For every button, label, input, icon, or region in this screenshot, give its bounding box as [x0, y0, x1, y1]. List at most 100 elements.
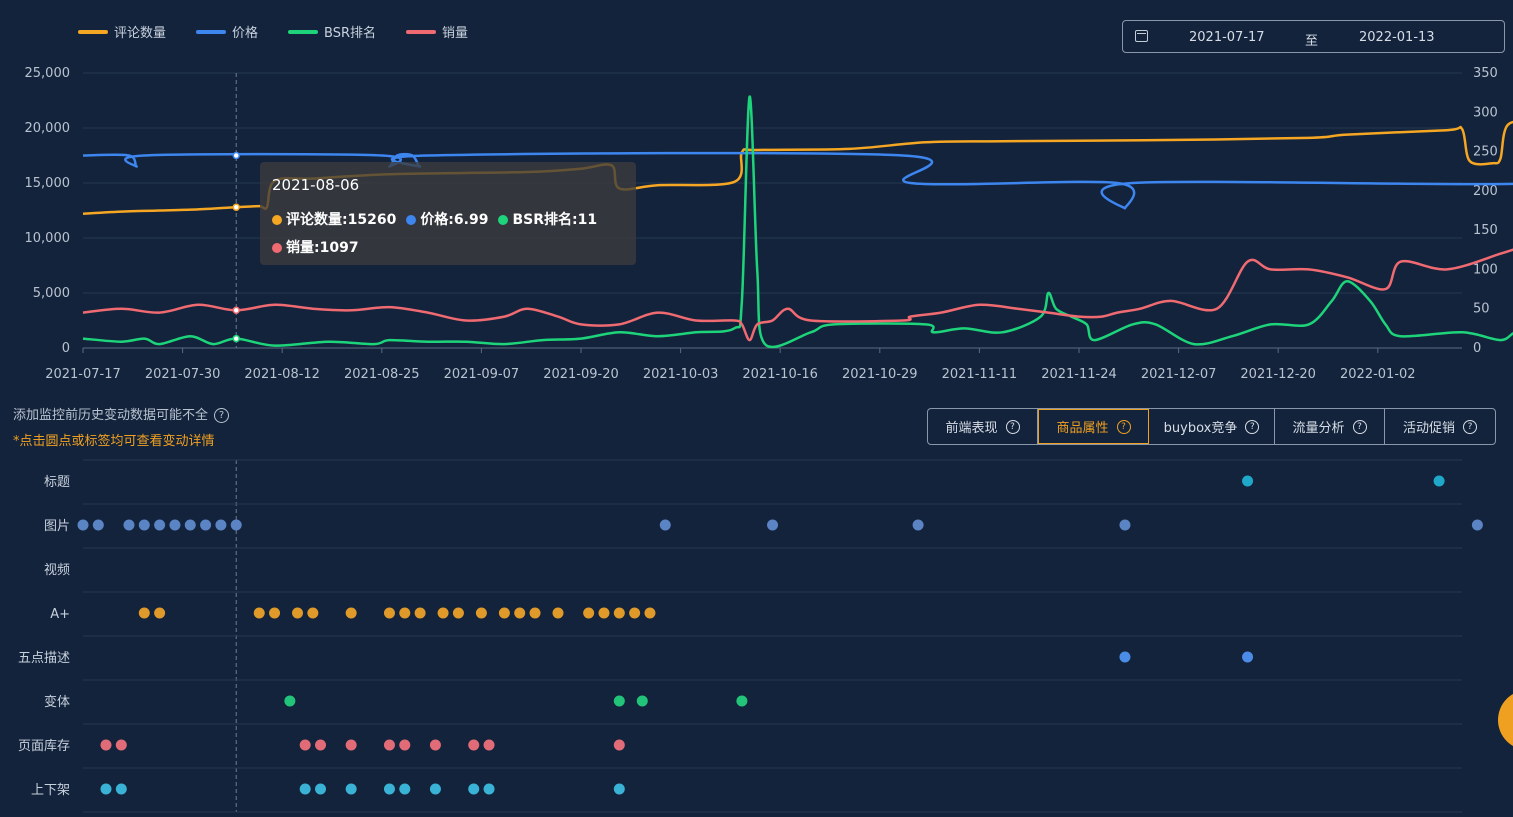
legend-item-sales[interactable]: 销量 [406, 22, 468, 41]
end-date[interactable]: 2022-01-13 [1359, 30, 1435, 45]
tab-buybox[interactable]: buybox竞争? [1149, 409, 1275, 444]
event-dot[interactable] [452, 607, 464, 619]
legend-item-price[interactable]: 价格 [196, 22, 258, 41]
event-dot[interactable] [215, 519, 227, 531]
event-dot[interactable] [767, 519, 779, 531]
event-dot[interactable] [100, 783, 112, 795]
event-dot[interactable] [284, 695, 296, 707]
event-row-label: 上下架 [31, 783, 70, 798]
event-dot[interactable] [1242, 475, 1254, 487]
event-dot[interactable] [1119, 519, 1131, 531]
tab-promotion[interactable]: 活动促销? [1385, 409, 1495, 444]
event-dot[interactable] [345, 607, 357, 619]
help-icon[interactable]: ? [1245, 419, 1260, 434]
event-dot[interactable] [383, 739, 395, 751]
event-dot[interactable] [200, 519, 212, 531]
start-date[interactable]: 2021-07-17 [1189, 30, 1265, 45]
event-dot[interactable] [437, 607, 449, 619]
event-dot[interactable] [629, 607, 641, 619]
event-dot[interactable] [483, 783, 495, 795]
calendar-icon [1135, 30, 1148, 42]
event-row-label: 变体 [44, 694, 70, 710]
tab-traffic[interactable]: 流量分析? [1275, 409, 1385, 444]
event-dot[interactable] [468, 739, 480, 751]
event-dot[interactable] [299, 783, 311, 795]
event-dot[interactable] [383, 783, 395, 795]
event-dot[interactable] [613, 607, 625, 619]
event-dot[interactable] [154, 607, 166, 619]
event-dot[interactable] [1119, 651, 1131, 663]
event-dot[interactable] [154, 519, 166, 531]
event-dot[interactable] [613, 783, 625, 795]
tab-frontend[interactable]: 前端表现? [928, 409, 1038, 444]
event-dot[interactable] [514, 607, 526, 619]
event-dot[interactable] [552, 607, 564, 619]
event-dot[interactable] [468, 783, 480, 795]
tooltip-dot [272, 215, 282, 225]
event-dot[interactable] [138, 519, 150, 531]
event-dot[interactable] [498, 607, 510, 619]
event-dot[interactable] [529, 607, 541, 619]
event-dot[interactable] [399, 783, 411, 795]
event-dot[interactable] [1242, 651, 1254, 663]
event-dot[interactable] [644, 607, 656, 619]
tab-label: 前端表现 [945, 421, 998, 436]
event-dot[interactable] [299, 739, 311, 751]
x-tick-label: 2021-09-07 [444, 367, 520, 382]
event-dot[interactable] [483, 739, 495, 751]
event-dot[interactable] [169, 519, 181, 531]
tooltip-date: 2021-08-06 [272, 176, 360, 194]
event-dot[interactable] [1471, 519, 1483, 531]
help-icon[interactable]: ? [1463, 419, 1477, 434]
help-icon[interactable]: ? [1352, 419, 1367, 434]
event-dot[interactable] [659, 519, 671, 531]
tooltip-dot [498, 215, 509, 225]
event-dot[interactable] [123, 519, 135, 531]
event-dot[interactable] [613, 695, 625, 707]
event-dot[interactable] [598, 607, 610, 619]
series-line-BSR排名 [82, 95, 1513, 349]
history-note: 添加监控前历史变动数据可能不全? [13, 404, 230, 423]
event-dot[interactable] [383, 607, 395, 619]
event-dot[interactable] [230, 519, 242, 531]
event-dot[interactable] [184, 519, 196, 531]
event-dot[interactable] [912, 519, 924, 531]
event-row-label: 页面库存 [18, 738, 70, 754]
event-dot[interactable] [315, 783, 327, 795]
event-dot[interactable] [269, 607, 281, 619]
event-dot[interactable] [736, 695, 748, 707]
event-dot[interactable] [115, 783, 127, 795]
tooltip-text: 销量:1097 [286, 240, 359, 256]
event-dot[interactable] [583, 607, 595, 619]
event-dot[interactable] [636, 695, 648, 707]
event-dot[interactable] [414, 607, 426, 619]
event-dot[interactable] [92, 519, 104, 531]
event-dot[interactable] [315, 739, 327, 751]
help-icon[interactable]: ? [1116, 419, 1131, 434]
event-dot[interactable] [475, 607, 487, 619]
event-dot[interactable] [429, 783, 441, 795]
help-icon[interactable]: ? [1005, 419, 1020, 434]
legend-item-bsr[interactable]: BSR排名 [288, 22, 376, 41]
event-dot[interactable] [1433, 475, 1445, 487]
floating-action-button[interactable] [1498, 690, 1513, 750]
help-icon[interactable]: ? [214, 408, 230, 423]
event-dot[interactable] [307, 607, 319, 619]
date-range-picker[interactable]: 2021-07-17 至 2022-01-13 [1122, 20, 1505, 53]
event-dot[interactable] [253, 607, 265, 619]
event-dot[interactable] [613, 739, 625, 751]
legend-item-reviews[interactable]: 评论数量 [78, 22, 166, 41]
event-dot[interactable] [138, 607, 150, 619]
legend-swatch-reviews [78, 29, 108, 34]
event-dot[interactable] [345, 783, 357, 795]
event-dot[interactable] [115, 739, 127, 751]
x-tick-label: 2021-08-25 [344, 367, 420, 382]
tab-product-attributes[interactable]: 商品属性? [1038, 409, 1149, 444]
event-dot[interactable] [100, 739, 112, 751]
event-dot[interactable] [77, 519, 89, 531]
event-dot[interactable] [292, 607, 304, 619]
event-dot[interactable] [429, 739, 441, 751]
event-dot[interactable] [399, 739, 411, 751]
event-dot[interactable] [399, 607, 411, 619]
event-dot[interactable] [345, 739, 357, 751]
